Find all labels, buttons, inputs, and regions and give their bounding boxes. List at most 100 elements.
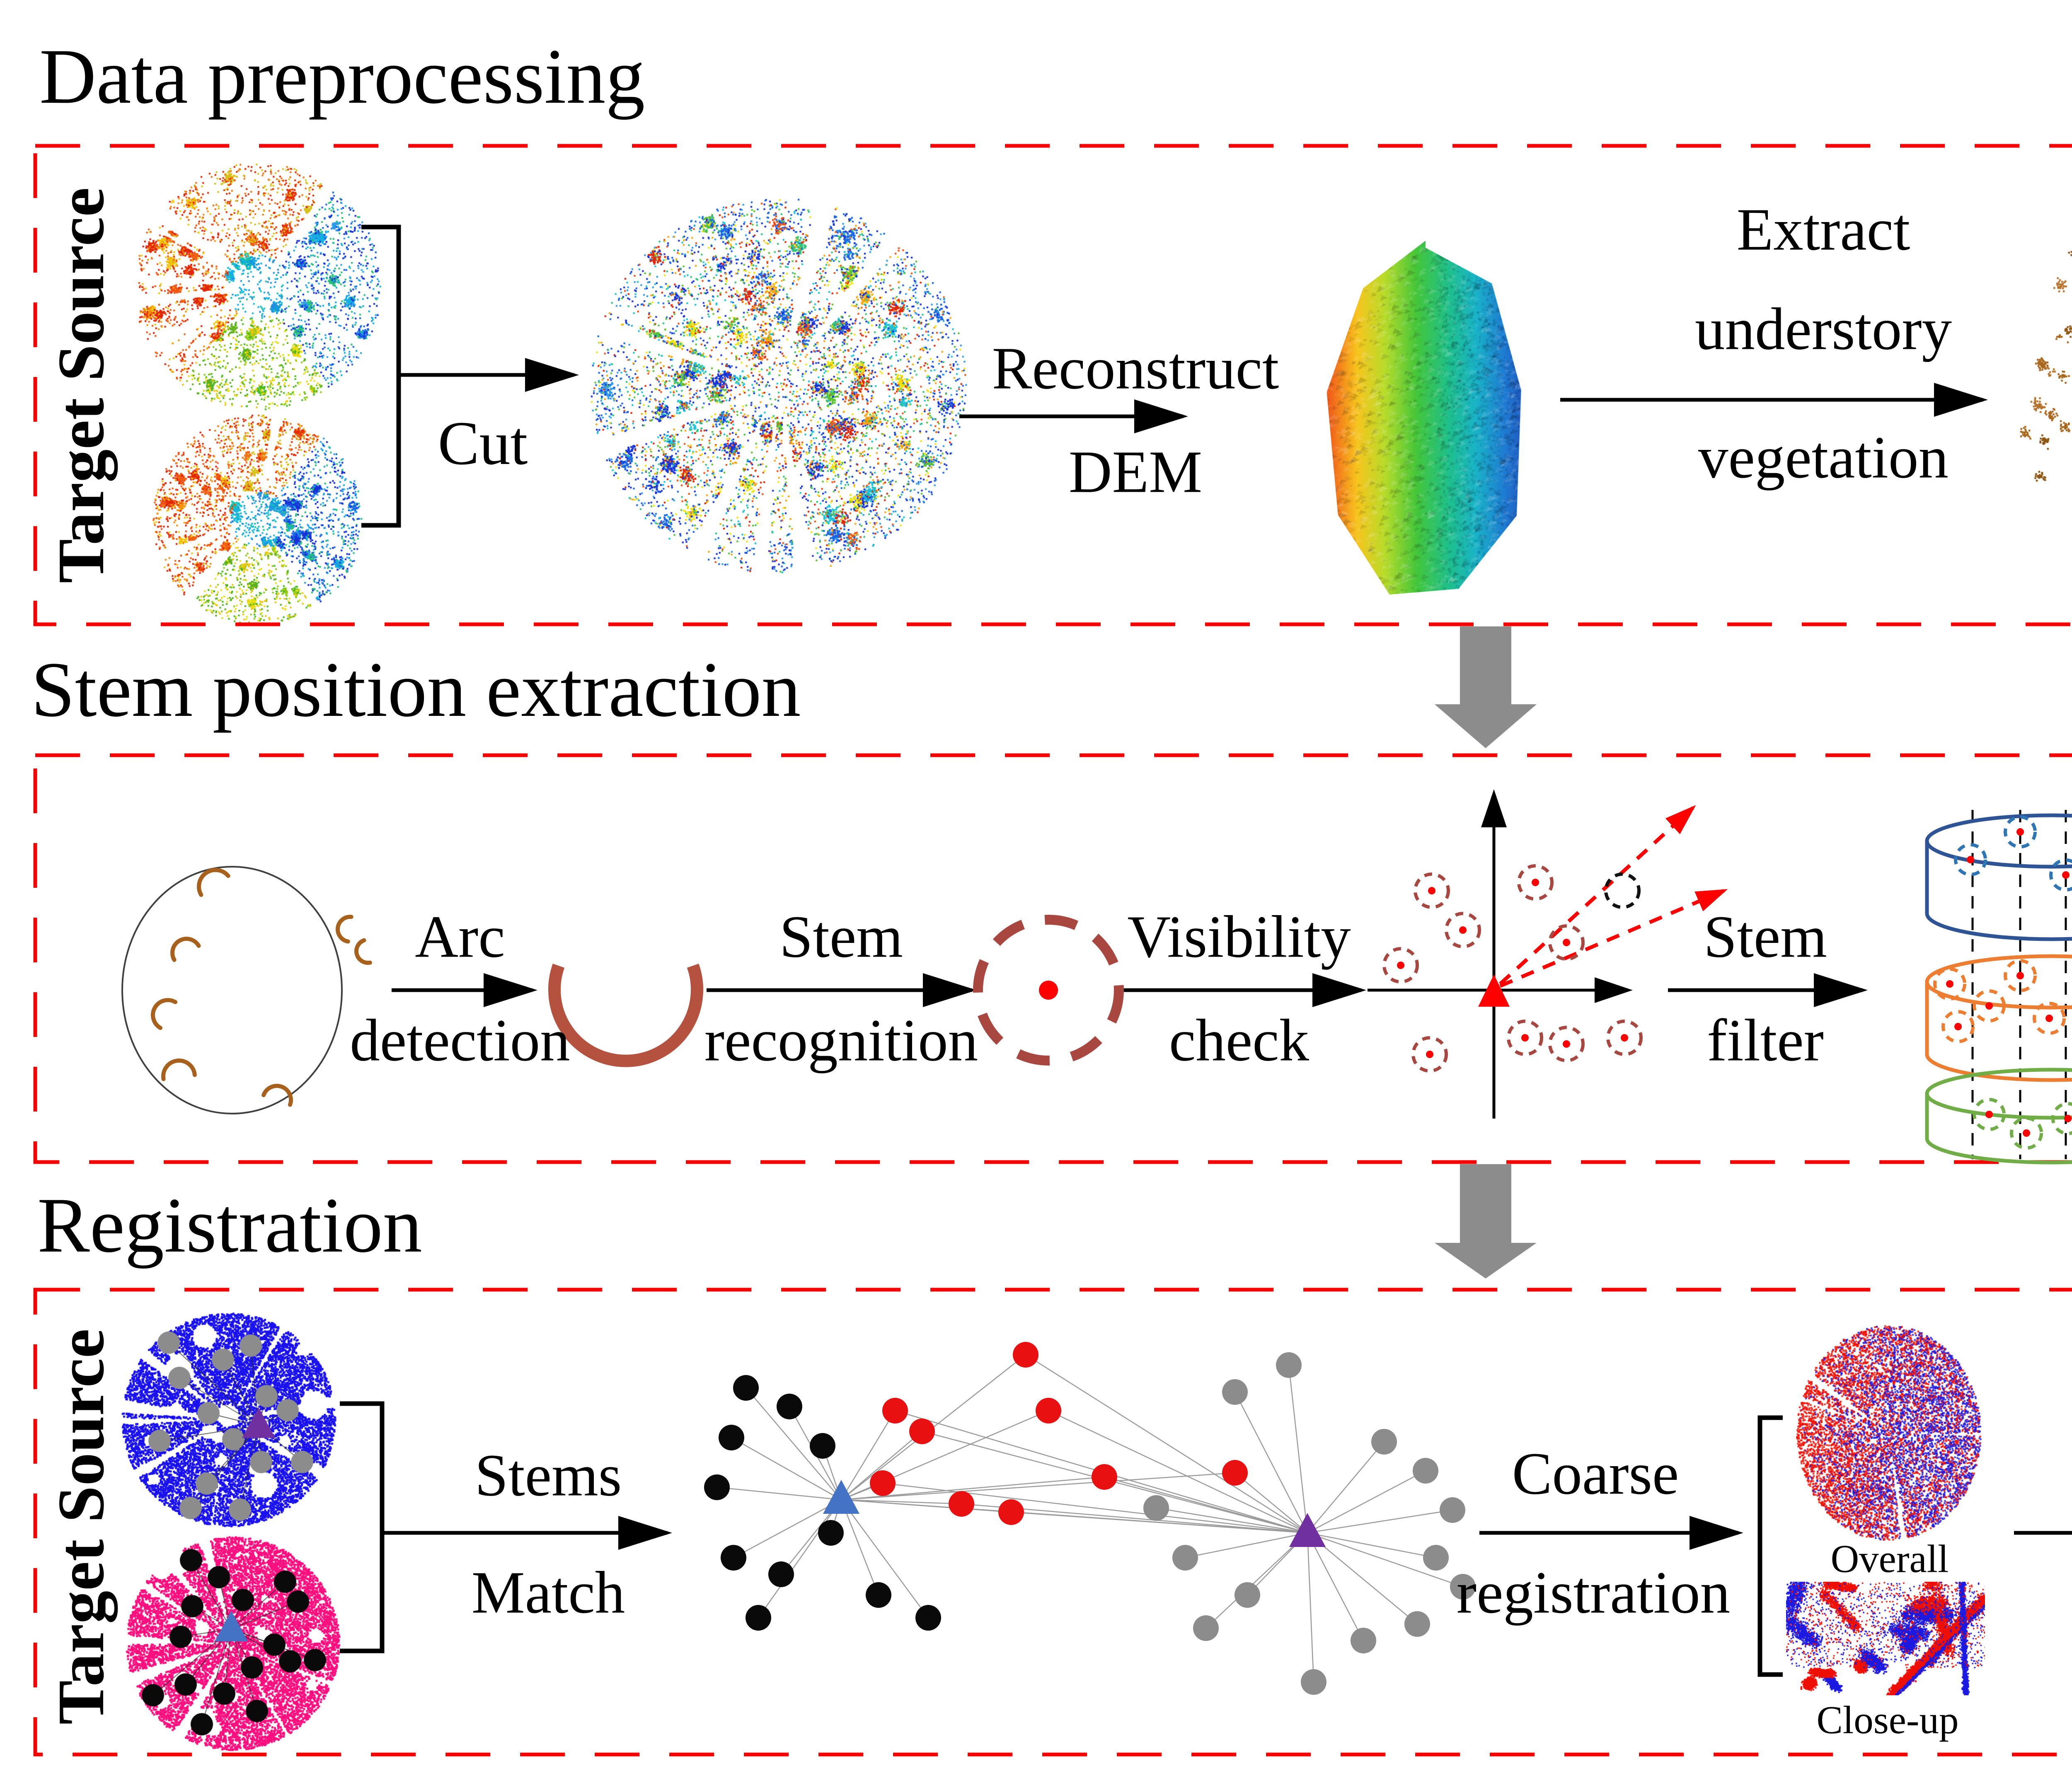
graph-node-source-stem [1404, 1611, 1430, 1637]
merged-pointcloud-canvas [585, 193, 971, 578]
scanner-position-triangle [1478, 974, 1510, 1007]
graph-node-target-stem [810, 1433, 835, 1459]
label-match: Match [471, 1559, 625, 1626]
slice-cylinder [1925, 954, 2072, 1082]
slice-cylinder [1925, 1068, 2072, 1165]
graph-edge [1205, 1532, 1308, 1629]
graph-edge [1307, 1532, 1418, 1624]
graph-node-matched-stem [1036, 1398, 1061, 1423]
small-arc-icon [170, 937, 201, 962]
label-vegetation: vegetation [1698, 424, 1949, 491]
row1-merge-bracket [361, 225, 401, 528]
stem-candidate-marker [1973, 1098, 2006, 1131]
label-extract: Extract [1736, 196, 1910, 263]
graph-edge [1307, 1470, 1426, 1534]
stem-candidate-marker [2033, 1002, 2066, 1035]
graph-edge [1234, 1392, 1308, 1533]
graph-edge [1307, 1532, 1436, 1559]
stem-candidate-marker [1548, 1026, 1585, 1062]
graph-node-source-stem [1351, 1628, 1376, 1653]
label-coarse: Coarse [1512, 1440, 1679, 1507]
graph-center-triangle-blue [823, 1480, 859, 1514]
label-recognition: recognition [704, 1007, 978, 1074]
stems-match-graph [704, 1342, 1476, 1695]
label-reconstruct: Reconstruct [992, 335, 1279, 402]
stem-extraction-section-box [33, 753, 2072, 1164]
section-flow-arrow-down-2-icon [1435, 1164, 1537, 1278]
graph-node-target-stem [733, 1375, 759, 1401]
graph-edge [840, 1410, 896, 1500]
section-title-stem-extraction: Stem position extraction [31, 646, 801, 733]
small-arc-icon [161, 1058, 197, 1081]
stem-candidate-marker [1606, 1020, 1643, 1056]
stem-candidate-marker [1548, 924, 1585, 961]
graph-node-target-stem [768, 1561, 794, 1587]
graph-node-matched-stem [1222, 1460, 1248, 1486]
label-detection: detection [350, 1007, 570, 1074]
graph-node-source-stem [1450, 1574, 1476, 1600]
graph-node-matched-stem [870, 1470, 896, 1496]
detected-arcs [151, 868, 372, 1107]
graph-edge [1048, 1410, 1308, 1534]
visibility-stem-markers [1382, 864, 1643, 1073]
graph-node-target-stem [915, 1605, 941, 1631]
graph-edge [841, 1499, 1308, 1534]
stem-candidate-marker [1933, 967, 1966, 1001]
graph-node-source-stem [1193, 1615, 1219, 1641]
graph-node-target-stem [721, 1545, 746, 1571]
section-flow-arrow-down-1-icon [1435, 626, 1537, 748]
label-dem: DEM [1068, 439, 1203, 505]
graph-edge [841, 1476, 1105, 1501]
label-check: check [1169, 1007, 1310, 1074]
label-stem-recog-1: Stem [779, 904, 903, 970]
target-pointcloud-canvas [147, 409, 367, 629]
recognized-stem-circle [973, 915, 1124, 1066]
coarse-closeup-canvas [1786, 1582, 1985, 1695]
graph-edge [1156, 1507, 1308, 1534]
stem-candidate-marker [1941, 1010, 1975, 1043]
graph-edge [758, 1499, 842, 1618]
label-cut: Cut [438, 409, 528, 478]
graph-node-source-stem [1143, 1495, 1169, 1521]
visibility-axes [1368, 789, 1728, 1119]
detected-arc-shape [548, 963, 703, 1067]
graph-node-source-stem [1371, 1429, 1397, 1455]
graph-edge [1307, 1509, 1453, 1534]
preprocessing-section-box [33, 144, 2072, 626]
small-arc-icon [354, 938, 372, 965]
graph-edge [1307, 1532, 1364, 1641]
label-coarse-closeup: Close-up [1816, 1698, 1959, 1742]
sight-ray-arrow-2-icon [1499, 889, 1728, 988]
stem-candidate-marker [1382, 947, 1419, 984]
label-coarse-reg: registration [1456, 1559, 1731, 1626]
stem-candidate-marker [1954, 843, 1987, 876]
slice-plan-ellipse [121, 866, 343, 1114]
graph-edge [1288, 1365, 1308, 1533]
graph-edge [1025, 1354, 1308, 1534]
graph-edge [841, 1499, 962, 1505]
source-pointcloud-canvas [128, 157, 385, 414]
graph-node-source-stem [1276, 1352, 1302, 1378]
stem-candidate-marker [2010, 1116, 2043, 1150]
graph-node-matched-stem [949, 1491, 974, 1517]
coarse-result-bracket [1757, 1415, 1783, 1677]
registration-source-cloud-canvas [118, 1309, 338, 1529]
graph-node-matched-stem [1013, 1342, 1038, 1368]
graph-node-source-stem [1222, 1379, 1248, 1405]
graph-node-target-stem [719, 1425, 744, 1450]
stem-candidate-marker [2004, 959, 2037, 992]
label-stem-filter-1: Stem [1703, 904, 1828, 970]
small-arc-icon [151, 998, 177, 1030]
stem-candidate-marker [1411, 1036, 1448, 1073]
graph-node-matched-stem [909, 1419, 935, 1444]
graph-node-source-stem [1423, 1545, 1449, 1571]
graph-node-target-stem [866, 1582, 891, 1608]
graph-node-target-stem [818, 1520, 844, 1546]
label-arc: Arc [415, 904, 505, 970]
graph-edge [1234, 1472, 1308, 1533]
graph-node-source-stem [1234, 1582, 1260, 1608]
label-understory: understory [1694, 296, 1952, 362]
stem-candidate-marker [1517, 864, 1554, 901]
